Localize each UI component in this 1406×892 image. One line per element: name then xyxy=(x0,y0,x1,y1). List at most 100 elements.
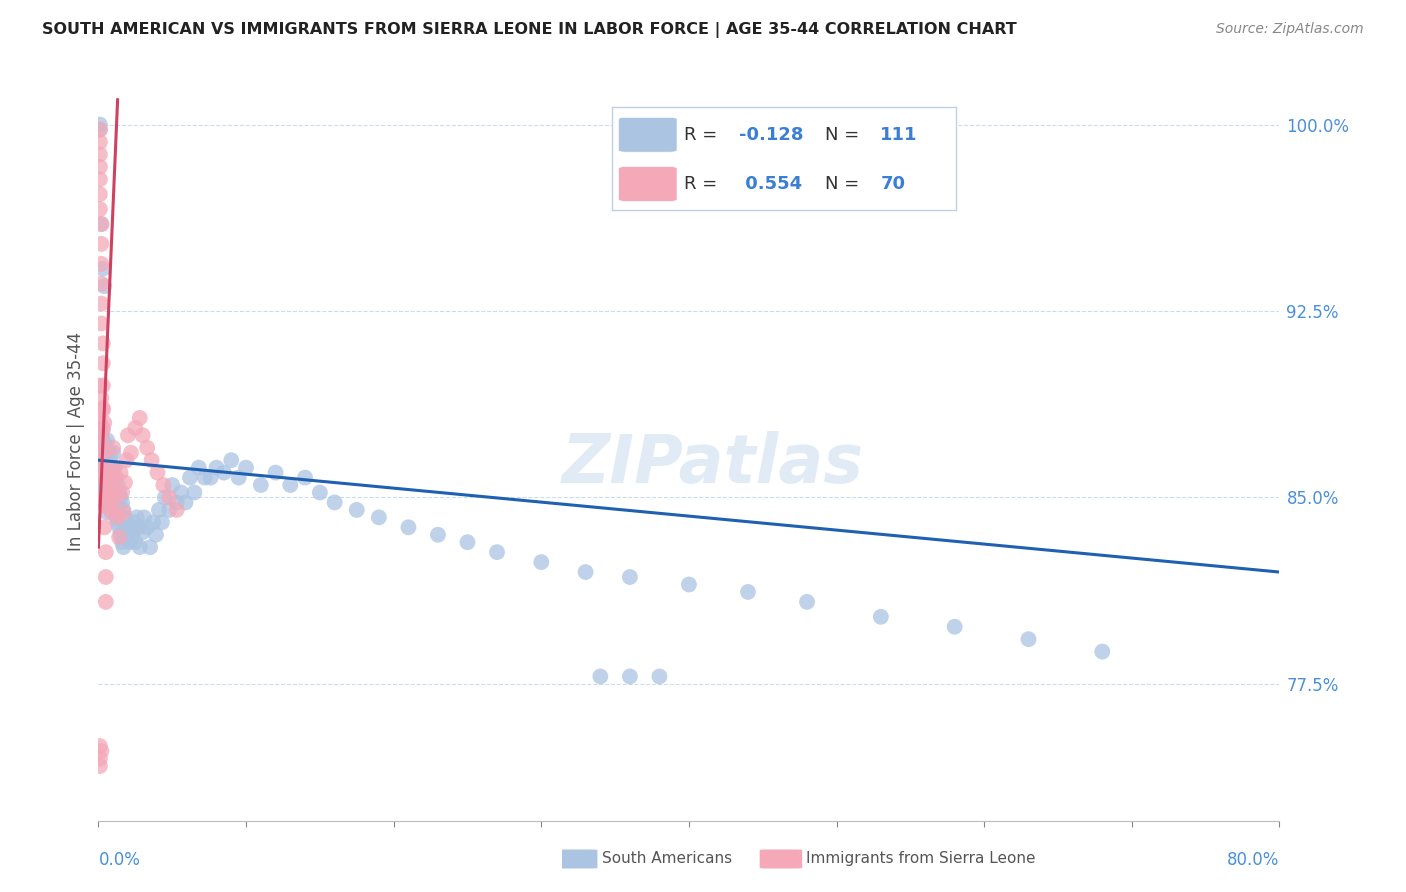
Point xyxy=(619,669,641,683)
Point xyxy=(96,460,118,475)
Point xyxy=(114,510,136,524)
Point xyxy=(152,478,174,492)
Point xyxy=(115,520,138,534)
Point xyxy=(91,356,114,370)
Point xyxy=(530,555,553,569)
Point xyxy=(93,491,115,505)
Point xyxy=(103,460,125,475)
Point xyxy=(136,441,159,455)
Point xyxy=(98,478,121,492)
Point xyxy=(112,540,135,554)
Point xyxy=(93,495,115,509)
FancyBboxPatch shape xyxy=(759,849,803,869)
Point xyxy=(97,495,120,509)
Point xyxy=(89,739,111,753)
Point xyxy=(94,470,117,484)
Point xyxy=(111,495,134,509)
Point xyxy=(89,122,111,136)
Point xyxy=(124,421,146,435)
Point xyxy=(205,460,228,475)
Point xyxy=(648,669,671,683)
Point xyxy=(619,570,641,584)
Point xyxy=(110,528,132,542)
Point xyxy=(136,520,159,534)
Point xyxy=(96,434,118,448)
FancyBboxPatch shape xyxy=(554,849,598,869)
Text: Source: ZipAtlas.com: Source: ZipAtlas.com xyxy=(1216,22,1364,37)
Text: South Americans: South Americans xyxy=(602,852,733,866)
Point xyxy=(96,481,118,495)
Point xyxy=(153,491,176,505)
Point xyxy=(250,478,273,492)
Point xyxy=(228,470,250,484)
Point xyxy=(90,257,112,271)
Point xyxy=(103,495,125,509)
Point xyxy=(91,421,114,435)
Point xyxy=(89,470,111,484)
Point xyxy=(96,481,118,495)
Point xyxy=(98,498,121,512)
Text: SOUTH AMERICAN VS IMMIGRANTS FROM SIERRA LEONE IN LABOR FORCE | AGE 35-44 CORREL: SOUTH AMERICAN VS IMMIGRANTS FROM SIERRA… xyxy=(42,22,1017,38)
Point xyxy=(100,505,122,519)
Point xyxy=(105,491,128,505)
Point xyxy=(89,751,111,765)
Point xyxy=(89,147,111,161)
Point xyxy=(90,495,112,509)
Point xyxy=(323,495,346,509)
Point xyxy=(120,520,142,534)
Point xyxy=(111,535,134,549)
Point xyxy=(98,500,121,515)
Text: 70: 70 xyxy=(880,175,905,193)
Point xyxy=(94,495,117,509)
Point xyxy=(100,485,122,500)
Point xyxy=(96,460,118,475)
Point xyxy=(91,403,114,417)
Point xyxy=(118,535,141,549)
FancyBboxPatch shape xyxy=(619,167,678,202)
Point xyxy=(870,609,893,624)
Point xyxy=(107,510,129,524)
Point xyxy=(93,520,115,534)
Point xyxy=(128,411,150,425)
Point xyxy=(90,744,112,758)
Point xyxy=(309,485,332,500)
Point xyxy=(94,595,117,609)
Point xyxy=(148,503,170,517)
Point xyxy=(89,135,111,149)
Point xyxy=(121,528,143,542)
Text: R =: R = xyxy=(683,126,723,144)
Point xyxy=(98,475,121,490)
Point xyxy=(90,236,112,251)
Point xyxy=(94,545,117,559)
Point xyxy=(97,470,120,484)
Point xyxy=(166,495,188,509)
Point xyxy=(120,446,142,460)
FancyBboxPatch shape xyxy=(619,118,678,153)
Point xyxy=(589,669,612,683)
Point xyxy=(221,453,243,467)
Point xyxy=(212,466,235,480)
Point xyxy=(89,172,111,186)
Point xyxy=(90,391,112,405)
Point xyxy=(100,460,122,475)
Point xyxy=(104,470,127,484)
Point xyxy=(1018,632,1040,647)
Point xyxy=(93,470,115,484)
Point xyxy=(91,491,114,505)
Point xyxy=(142,516,165,530)
Point xyxy=(91,466,114,480)
Point xyxy=(170,485,193,500)
Point xyxy=(187,460,209,475)
Point xyxy=(114,475,136,490)
Point xyxy=(103,441,125,455)
Point xyxy=(100,485,122,500)
Point xyxy=(90,428,112,442)
Point xyxy=(737,585,759,599)
Point xyxy=(89,122,111,136)
Point xyxy=(103,446,125,460)
Point xyxy=(264,466,287,480)
Point xyxy=(107,478,129,492)
Point xyxy=(90,470,112,484)
Point xyxy=(943,620,966,634)
Point xyxy=(174,495,197,509)
